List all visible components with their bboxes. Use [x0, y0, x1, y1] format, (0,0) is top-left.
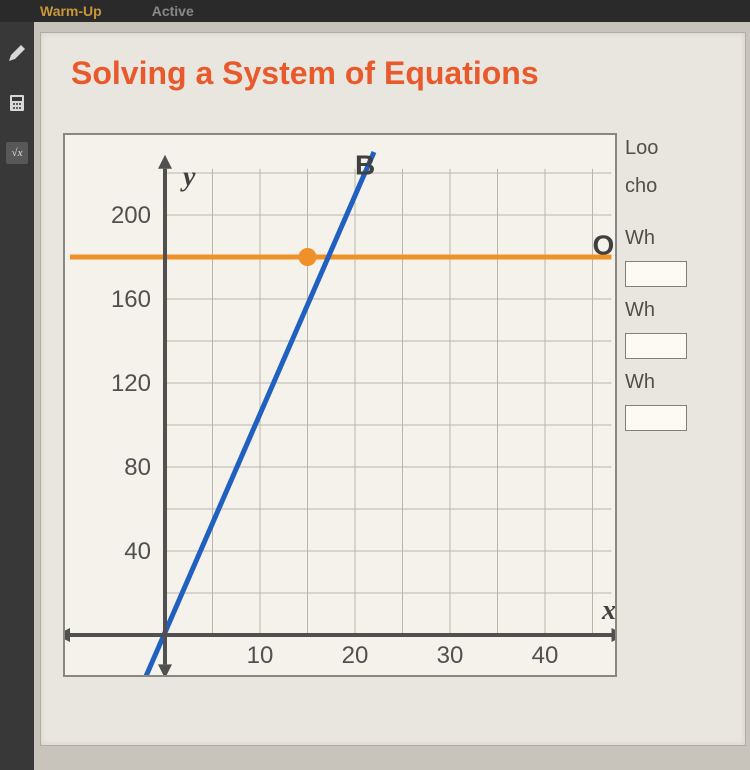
calculator-icon[interactable] [6, 92, 28, 114]
page-title: Solving a System of Equations [41, 33, 745, 92]
svg-text:120: 120 [111, 370, 151, 397]
svg-text:200: 200 [111, 202, 151, 229]
content-panel: Solving a System of Equations 10 20 30 40 40… [40, 32, 746, 746]
toolbar: √x [0, 22, 34, 770]
context-line1: Loo [625, 133, 687, 163]
svg-text:30: 30 [437, 642, 464, 669]
question-2: Wh [625, 295, 687, 325]
svg-text:x: x [601, 595, 615, 626]
svg-text:40: 40 [532, 642, 559, 669]
svg-text:80: 80 [124, 454, 151, 481]
svg-text:B: B [355, 150, 375, 181]
answer-input-2[interactable] [625, 333, 687, 359]
svg-text:40: 40 [124, 538, 151, 565]
topbar: Warm-Up Active [0, 0, 750, 22]
context-line2: cho [625, 171, 687, 201]
svg-text:y: y [180, 162, 196, 193]
tab-warmup[interactable]: Warm-Up [40, 3, 102, 19]
pencil-icon[interactable] [6, 42, 28, 64]
svg-text:20: 20 [342, 642, 369, 669]
svg-text:160: 160 [111, 286, 151, 313]
fx-icon[interactable]: √x [6, 142, 28, 164]
answer-input-1[interactable] [625, 261, 687, 287]
question-1: Wh [625, 223, 687, 253]
question-3: Wh [625, 367, 687, 397]
tab-active[interactable]: Active [152, 3, 194, 19]
question-panel: Loo cho Wh Wh Wh [625, 133, 687, 439]
chart-svg: 10 20 30 40 40 80 120 160 200 x y B O [65, 135, 615, 675]
chart: 10 20 30 40 40 80 120 160 200 x y B O [63, 133, 617, 677]
svg-text:10: 10 [247, 642, 274, 669]
svg-text:O: O [593, 230, 615, 261]
answer-input-3[interactable] [625, 405, 687, 431]
